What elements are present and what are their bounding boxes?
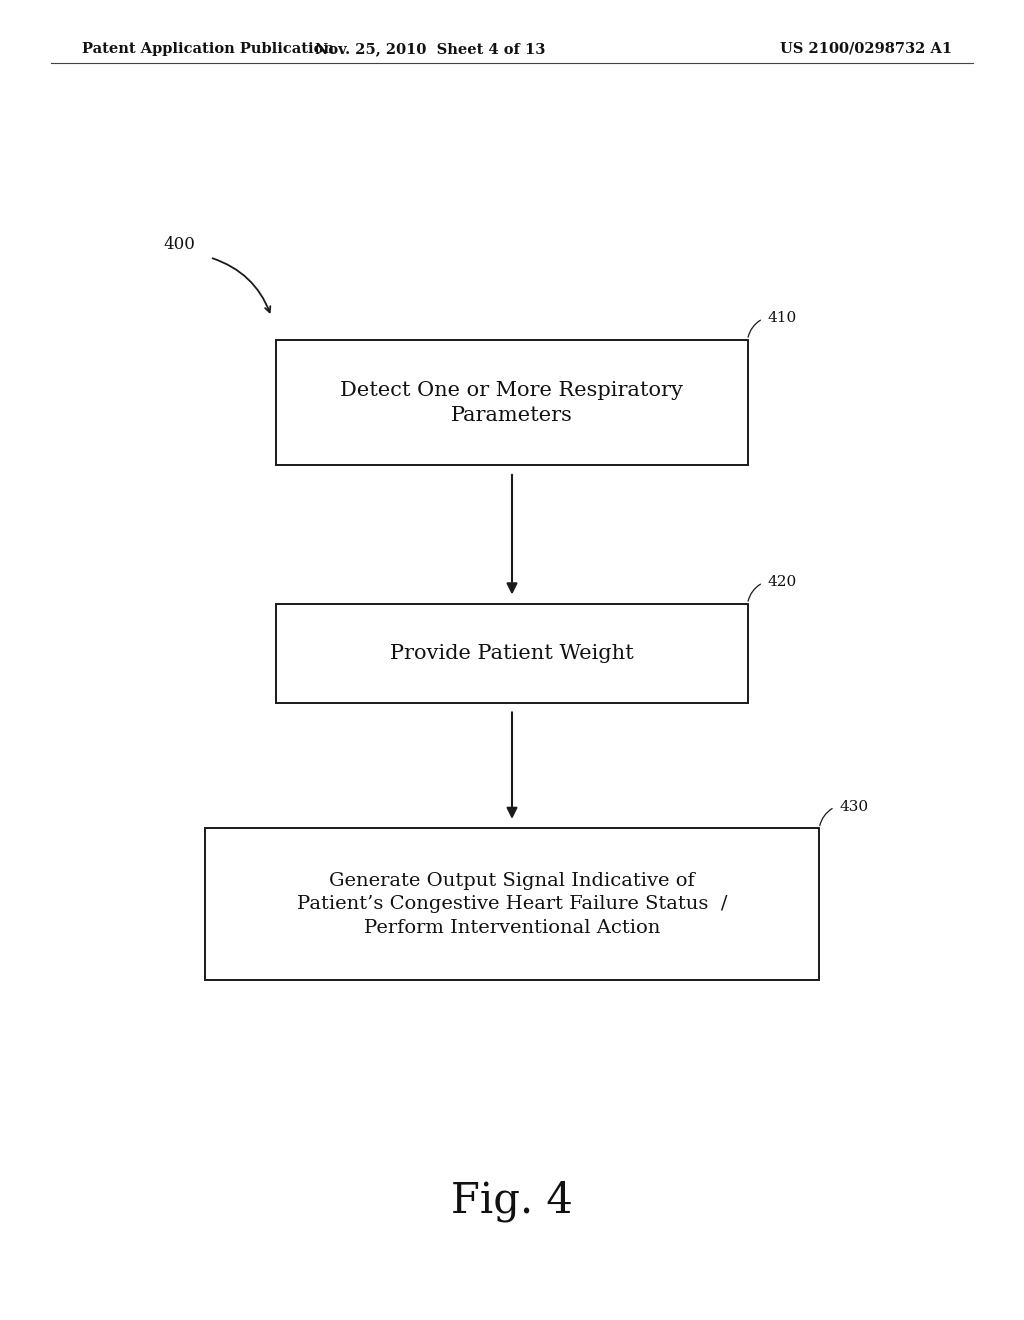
Text: Fig. 4: Fig. 4 (451, 1180, 573, 1222)
Text: Patent Application Publication: Patent Application Publication (82, 42, 334, 55)
Text: Detect One or More Respiratory
Parameters: Detect One or More Respiratory Parameter… (341, 380, 683, 425)
Text: Provide Patient Weight: Provide Patient Weight (390, 644, 634, 663)
Bar (276, 605, 748, 702)
Text: 400: 400 (163, 236, 196, 252)
Text: 430: 430 (840, 800, 868, 813)
Text: 420: 420 (768, 576, 798, 589)
Text: 410: 410 (768, 312, 798, 326)
Bar (205, 829, 819, 979)
Text: Generate Output Signal Indicative of
Patient’s Congestive Heart Failure Status  : Generate Output Signal Indicative of Pat… (297, 871, 727, 937)
Text: Nov. 25, 2010  Sheet 4 of 13: Nov. 25, 2010 Sheet 4 of 13 (315, 42, 545, 55)
Bar (276, 341, 748, 466)
Text: US 2100/0298732 A1: US 2100/0298732 A1 (780, 42, 952, 55)
